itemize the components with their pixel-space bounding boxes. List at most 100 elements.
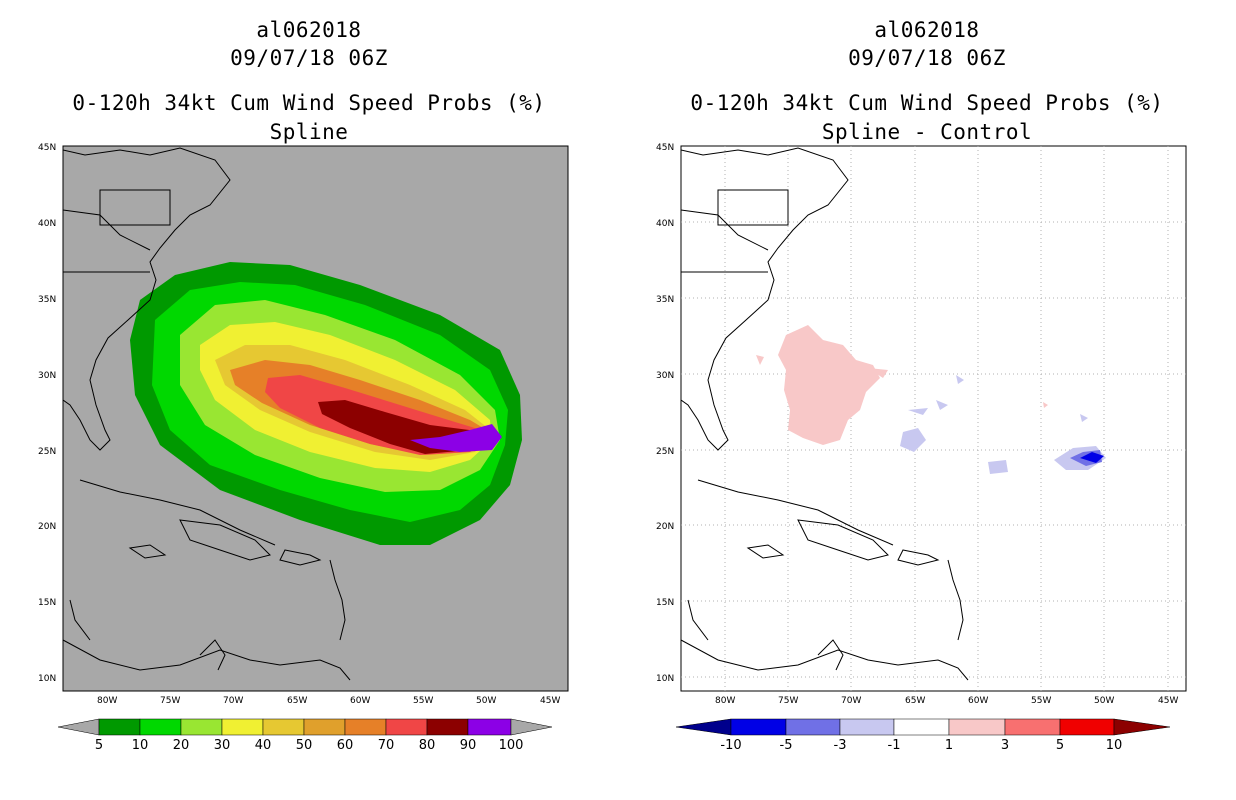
colorbar-bin-6: [1059, 718, 1115, 736]
colorbar-bin-3: [893, 718, 950, 736]
diff-strong-negative-region: [1080, 452, 1104, 463]
lat-label-10n: 10N: [656, 674, 674, 684]
colorbar-bin-2: [839, 718, 895, 736]
colorbar-bin-2: [180, 718, 223, 736]
colorbar-bin-7: [385, 718, 428, 736]
colorbar-label: 3: [1001, 738, 1009, 753]
lon-label-65w: 65W: [287, 696, 307, 706]
colorbar-bin-0: [730, 718, 787, 736]
colorbar-label: 20: [173, 738, 190, 753]
coastlines: [63, 147, 351, 681]
diff-negative-region: [900, 428, 926, 452]
map-background: [680, 145, 1187, 692]
colorbar-label: -1: [888, 738, 901, 753]
prob-90-contour: [410, 424, 502, 452]
lon-label-50w: 50W: [476, 696, 496, 706]
colorbar-label: 30: [214, 738, 231, 753]
colorbar-bin-5: [303, 718, 346, 736]
diff-negative-region: [1080, 414, 1088, 422]
map-spline: 45N 40N 35N 30N 25N 20N 15N 10N 80W 75W …: [38, 143, 569, 753]
lon-label-50w: 50W: [1094, 696, 1114, 706]
colorbar-spline: 5 10 20 30 40 50 60 70 80 90 100: [57, 718, 553, 753]
product-title: 0-120h 34kt Cum Wind Speed Probs (%): [690, 91, 1164, 115]
colorbar-label: 90: [460, 738, 477, 753]
colorbar-label: 70: [378, 738, 395, 753]
colorbar-label: 80: [419, 738, 436, 753]
colorbar-end-right: [1113, 718, 1171, 736]
colorbar-label: 50: [296, 738, 313, 753]
diff-positive-region: [778, 325, 880, 445]
diff-negative-region: [988, 460, 1008, 474]
colorbar-bin-8: [426, 718, 469, 736]
lat-label-20n: 20N: [656, 522, 674, 532]
lat-label-45n: 45N: [38, 143, 56, 153]
lat-ticks: 45N 40N 35N 30N 25N 20N 15N 10N: [656, 143, 674, 684]
lat-ticks: 45N 40N 35N 30N 25N 20N 15N 10N: [38, 143, 56, 684]
colorbar-label: -10: [720, 738, 741, 753]
diff-positive-region: [756, 355, 764, 365]
lat-label-40n: 40N: [656, 219, 674, 229]
lon-label-65w: 65W: [905, 696, 925, 706]
lat-label-35n: 35N: [656, 295, 674, 305]
colorbar-label: 5: [95, 738, 103, 753]
diff-negative-region: [908, 408, 928, 415]
storm-id-title: al062018: [256, 18, 362, 42]
colorbar-end-left: [57, 718, 100, 736]
colorbar-label: -3: [834, 738, 847, 753]
colorbar-bin-6: [344, 718, 387, 736]
lon-label-80w: 80W: [97, 696, 117, 706]
product-title: 0-120h 34kt Cum Wind Speed Probs (%): [72, 91, 546, 115]
lon-ticks: 80W 75W 70W 65W 60W 55W 50W 45W: [715, 696, 1178, 706]
diff-positive-region: [1043, 402, 1048, 408]
lat-label-15n: 15N: [656, 598, 674, 608]
panel-spline: al062018 09/07/18 06Z 0-120h 34kt Cum Wi…: [38, 18, 569, 753]
storm-id-title: al062018: [874, 18, 980, 42]
lat-label-35n: 35N: [38, 295, 56, 305]
lon-label-75w: 75W: [778, 696, 798, 706]
colorbar-label: 1: [945, 738, 953, 753]
lat-label-30n: 30N: [38, 371, 56, 381]
subtitle: Spline: [269, 120, 349, 144]
lon-label-70w: 70W: [841, 696, 861, 706]
lon-label-45w: 45W: [540, 696, 560, 706]
lon-label-55w: 55W: [1031, 696, 1051, 706]
colorbar-label: 10: [132, 738, 149, 753]
lat-label-40n: 40N: [38, 219, 56, 229]
colorbar-label: 10: [1106, 738, 1123, 753]
panel-diff: al062018 09/07/18 06Z 0-120h 34kt Cum Wi…: [618, 0, 1236, 800]
datetime-title: 09/07/18 06Z: [230, 46, 388, 70]
colorbar-end-left: [675, 718, 732, 736]
lat-label-45n: 45N: [656, 143, 674, 153]
lat-label-25n: 25N: [656, 447, 674, 457]
colorbar-label: 100: [499, 738, 524, 753]
colorbar-bin-4: [262, 718, 305, 736]
diff-negative-region: [956, 375, 964, 384]
lon-label-55w: 55W: [413, 696, 433, 706]
lon-label-80w: 80W: [715, 696, 735, 706]
colorbar-bin-5: [1004, 718, 1061, 736]
lon-label-60w: 60W: [968, 696, 988, 706]
colorbar-label: 5: [1056, 738, 1064, 753]
grid-lines: [681, 146, 1186, 691]
colorbar-bin-1: [139, 718, 182, 736]
colorbar-label: 60: [337, 738, 354, 753]
colorbar-bin-3: [221, 718, 264, 736]
colorbar-label: 40: [255, 738, 272, 753]
colorbar-bin-0: [98, 718, 141, 736]
colorbar-bin-9: [467, 718, 512, 736]
lon-ticks: 80W 75W 70W 65W 60W 55W 50W 45W: [97, 696, 560, 706]
subtitle: Spline - Control: [821, 120, 1033, 144]
colorbar-diff: -10 -5 -3 -1 1 3 5 10: [675, 718, 1171, 753]
lon-label-60w: 60W: [350, 696, 370, 706]
diff-negative-region: [936, 400, 948, 410]
colorbar-bin-1: [785, 718, 841, 736]
colorbar-bin-4: [948, 718, 1006, 736]
lat-label-30n: 30N: [656, 371, 674, 381]
colorbar-end-right: [510, 718, 553, 736]
datetime-title: 09/07/18 06Z: [848, 46, 1006, 70]
lat-label-20n: 20N: [38, 522, 56, 532]
coastlines: [681, 147, 969, 681]
diff-positive-region: [868, 368, 888, 378]
lon-label-75w: 75W: [160, 696, 180, 706]
lat-label-15n: 15N: [38, 598, 56, 608]
